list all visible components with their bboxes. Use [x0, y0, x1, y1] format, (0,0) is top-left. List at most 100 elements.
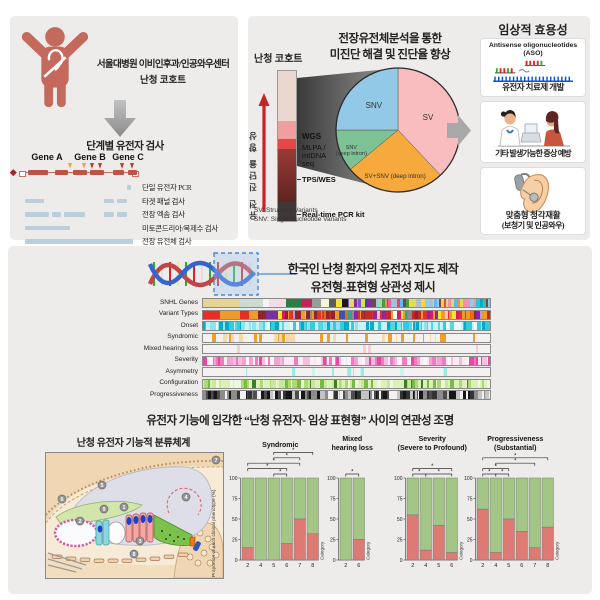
heatmap-row-label: Asymmetry	[165, 367, 199, 375]
heatmap-row-label: Progressiveness	[149, 390, 198, 398]
map-title-line2: 유전형-표현형 상관성 제시	[310, 280, 436, 294]
exon-box	[55, 170, 68, 175]
svg-text:*: *	[495, 464, 498, 470]
marker-diamond	[10, 169, 17, 176]
yield-bar-segment	[278, 202, 296, 221]
svg-text:8: 8	[546, 563, 549, 569]
svg-text:Category: Category	[320, 541, 325, 560]
svg-text:25: 25	[467, 537, 473, 543]
heatmap-row: Syndromic	[8, 332, 592, 343]
exon-box	[28, 170, 48, 175]
test-row: 전장 엑솜 검사	[10, 209, 238, 220]
heatmap-track	[202, 321, 491, 331]
svg-text:2: 2	[246, 563, 249, 569]
svg-text:2: 2	[344, 563, 347, 569]
svg-text:2: 2	[411, 563, 414, 569]
svg-text:2: 2	[481, 563, 484, 569]
rehab-caption-line1: 맞춤형 청각재활	[505, 210, 561, 220]
exon-box	[90, 170, 104, 175]
svg-text:7: 7	[533, 563, 536, 569]
yield-bar-segment	[278, 149, 296, 202]
supporting-cells	[95, 519, 110, 546]
svg-text:hearing loss: hearing loss	[332, 445, 373, 452]
dna-helix-icon	[147, 252, 296, 296]
red-up-arrow	[258, 93, 270, 212]
heatmap-row: Mixed hearing loss	[8, 344, 592, 354]
heatmap-track	[202, 355, 491, 366]
map-title-line1: 한국인 난청 환자의 유전자 지도 제작	[287, 262, 459, 276]
svg-text:9: 9	[102, 507, 105, 513]
svg-text:25: 25	[397, 537, 403, 543]
svg-text:4: 4	[424, 563, 427, 569]
heatmap-row: Progressiveness	[8, 390, 592, 400]
heatmap-track	[202, 344, 491, 354]
heatmap-row-label: Mixed hearing loss	[143, 344, 198, 352]
svg-text:Category: Category	[459, 541, 464, 560]
svg-text:Syndromic: Syndromic	[262, 442, 298, 449]
coverage-bar	[25, 198, 44, 203]
heatmap-row: Severity	[8, 355, 592, 366]
yield-axis-label: 유전 진단율 향상	[248, 128, 258, 220]
svg-text:*: *	[266, 464, 269, 470]
card-hearing-rehab: 맞춤형 청각재활 (보청기 및 인공와우)	[480, 167, 586, 235]
svg-text:6: 6	[285, 563, 288, 569]
hearing-aid-ear-icon	[514, 173, 550, 213]
variant-arrow-icon	[90, 163, 94, 169]
cohort-title-line2: 난청 코호트	[139, 76, 187, 86]
heatmap-track	[202, 298, 491, 308]
svg-text:5: 5	[272, 563, 275, 569]
coverage-bar	[25, 239, 133, 244]
footnote-snv: SNV: Single Nucleotide Variants	[254, 216, 347, 223]
svg-text:*: *	[286, 453, 289, 459]
heatmap-track	[202, 367, 491, 377]
svg-text:50: 50	[232, 517, 238, 523]
step-title: 단계별 유전자 검사	[86, 141, 164, 152]
clinical-title: 임상적 효용성	[498, 23, 568, 37]
test-label: 타겟 패널 검사	[142, 196, 185, 206]
svg-text:*: *	[431, 464, 434, 470]
svg-text:100: 100	[229, 476, 238, 482]
rehab-caption-line2: (보청기 및 인공와우)	[501, 221, 565, 230]
heatmap-row-label: Configuration	[159, 379, 198, 386]
yield-bar-segment	[278, 121, 296, 139]
cohort-label: 난청 코호트	[254, 54, 303, 65]
cochlea-title: 난청 유전자 기능적 분류체계	[76, 438, 191, 449]
svg-text:*: *	[514, 459, 517, 465]
heatmap-track	[202, 309, 491, 320]
variant-arrow-icon	[130, 163, 134, 169]
test-row: 전장 유전체 검사	[10, 236, 238, 247]
exon-box	[113, 170, 124, 175]
heatmap-track	[202, 378, 491, 389]
svg-text:*: *	[488, 470, 491, 476]
svg-text:75: 75	[232, 496, 238, 502]
svg-text:25: 25	[330, 537, 336, 543]
exon-box	[73, 170, 87, 175]
heatmap-row-label: Variant Types	[158, 310, 198, 317]
gene-label: Gene A	[31, 152, 63, 162]
heatmap-row-label: Onset	[180, 321, 198, 329]
svg-text:(Severe to Profound): (Severe to Profound)	[398, 445, 467, 452]
svg-text:*: *	[351, 470, 354, 476]
svg-text:8: 8	[311, 563, 314, 569]
ear-slash-glyph	[43, 49, 67, 78]
svg-text:0: 0	[235, 558, 238, 564]
gene-diagram: Gene A Gene B Gene C	[10, 152, 144, 178]
test-row: 타겟 패널 검사	[10, 196, 238, 207]
svg-text:5: 5	[507, 563, 510, 569]
test-label: 전장 유전체 검사	[142, 237, 192, 246]
hair-cells	[125, 512, 154, 543]
svg-text:*: *	[501, 470, 504, 476]
svg-text:SV+SNV (deep intron): SV+SNV (deep intron)	[364, 173, 425, 180]
svg-text:100: 100	[394, 476, 403, 482]
exon-box	[128, 170, 137, 175]
svg-text:75: 75	[330, 496, 336, 502]
svg-text:4: 4	[494, 563, 497, 569]
wgs-title-line1: 전장유전체분석을 통한	[338, 33, 442, 45]
panel-wgs: 전장유전체분석을 통한 미진단 해결 및 진단율 향상 난청 코호트 SV SV+…	[248, 16, 590, 240]
svg-text:6: 6	[450, 563, 453, 569]
svg-text:SNV: SNV	[366, 101, 383, 110]
